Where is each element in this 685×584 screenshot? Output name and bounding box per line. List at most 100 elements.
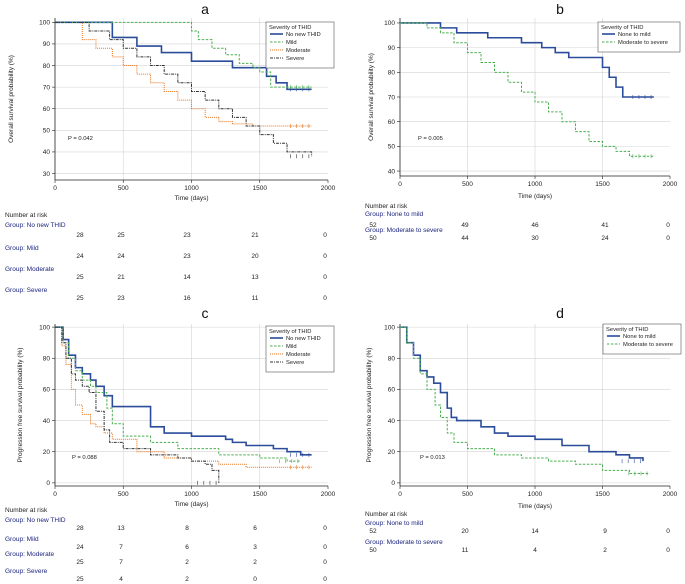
risk-count: 13: [117, 525, 125, 532]
risk-table-title: Number at risk: [5, 212, 48, 219]
risk-count: 24: [76, 544, 84, 551]
x-tick-label: 0: [53, 491, 57, 498]
risk-count: 41: [601, 222, 609, 229]
legend-entry: None to mild: [618, 32, 651, 38]
p-value: P = 0.042: [68, 136, 93, 142]
risk-count: 16: [183, 295, 191, 302]
y-tick-label: 80: [43, 63, 51, 70]
panel-label: c: [202, 305, 209, 321]
legend-entry: Severe: [286, 360, 304, 366]
risk-group-label: Group: Mild: [5, 536, 39, 543]
legend-title: Severity of THID: [601, 25, 643, 31]
p-value: P = 0.005: [418, 136, 443, 142]
risk-group-label: Group: Severe: [5, 287, 48, 294]
risk-count: 7: [119, 544, 123, 551]
y-tick-label: 30: [43, 171, 51, 178]
x-tick-label: 1500: [253, 185, 268, 192]
x-tick-label: 1000: [528, 181, 543, 188]
risk-table-title: Number at risk: [365, 203, 408, 210]
risk-count: 13: [251, 274, 259, 281]
risk-group-label: Group: No new THID: [5, 517, 66, 524]
km-curve-severe: [55, 326, 220, 483]
km-curve-none-to-mild: [400, 326, 644, 462]
y-tick-label: 70: [43, 84, 51, 91]
risk-group-label: Group: Moderate to severe: [365, 227, 443, 234]
risk-count: 2: [603, 547, 607, 554]
risk-count: 49: [461, 222, 469, 229]
y-axis-title: Progression free survival probability (%…: [17, 348, 24, 463]
y-tick-label: 90: [388, 45, 396, 52]
y-tick-label: 100: [39, 20, 50, 27]
risk-count: 24: [117, 253, 125, 260]
x-tick-label: 2000: [663, 491, 678, 498]
y-axis-title: Overall survival probability (%): [8, 55, 15, 143]
risk-count: 28: [76, 232, 84, 239]
risk-count: 25: [76, 559, 84, 566]
x-tick-label: 1000: [184, 491, 199, 498]
risk-group-label: Group: No new THID: [5, 222, 66, 229]
legend-box: [265, 21, 335, 69]
risk-count: 6: [253, 525, 257, 532]
legend-entry: Mild: [286, 344, 297, 350]
panel-label: b: [556, 1, 564, 17]
km-curve-mild: [55, 326, 301, 462]
x-tick-label: 2000: [321, 491, 336, 498]
risk-count: 24: [76, 253, 84, 260]
risk-count: 3: [253, 544, 257, 551]
risk-count: 24: [601, 235, 609, 242]
risk-count: 2: [185, 576, 189, 583]
risk-count: 2: [185, 559, 189, 566]
y-axis-title: Progression free survival probability (%…: [366, 348, 373, 463]
risk-count: 20: [251, 253, 259, 260]
km-curve-moderate: [55, 326, 312, 468]
risk-count: 0: [323, 544, 327, 551]
y-tick-label: 80: [388, 356, 396, 363]
risk-count: 50: [369, 547, 377, 554]
x-tick-label: 500: [462, 181, 473, 188]
risk-count: 6: [185, 544, 189, 551]
risk-group-label: Group: Moderate: [5, 551, 55, 558]
risk-count: 0: [253, 576, 257, 583]
risk-count: 30: [531, 235, 539, 242]
risk-count: 25: [76, 576, 84, 583]
y-tick-label: 0: [391, 480, 395, 487]
risk-count: 28: [76, 525, 84, 532]
x-tick-label: 0: [53, 185, 57, 192]
legend-entry: None to mild: [623, 334, 656, 340]
risk-count: 0: [666, 222, 670, 229]
risk-count: 11: [462, 547, 469, 554]
km-curve-moderate-to-severe: [400, 326, 650, 475]
y-tick-label: 50: [388, 144, 396, 151]
km-curve-no-new-thid: [55, 21, 312, 91]
risk-count: 0: [666, 235, 670, 242]
y-tick-label: 40: [388, 168, 396, 175]
y-tick-label: 80: [43, 356, 51, 363]
risk-group-label: Group: None to mild: [365, 211, 424, 218]
risk-count: 0: [323, 253, 327, 260]
legend-entry: Moderate to severe: [618, 40, 668, 46]
risk-count: 0: [666, 528, 670, 535]
risk-count: 25: [76, 295, 84, 302]
x-tick-label: 2000: [663, 181, 678, 188]
risk-count: 14: [531, 528, 539, 535]
risk-count: 0: [323, 274, 327, 281]
y-tick-label: 60: [43, 387, 51, 394]
x-tick-label: 0: [398, 181, 402, 188]
p-value: P = 0.013: [420, 455, 445, 461]
y-tick-label: 90: [43, 41, 51, 48]
y-tick-label: 20: [388, 449, 396, 456]
risk-count: 25: [117, 232, 125, 239]
risk-count: 8: [185, 525, 189, 532]
y-tick-label: 100: [384, 20, 395, 27]
legend-title: Severity of THID: [269, 329, 311, 335]
legend-entry: Moderate: [286, 352, 311, 358]
x-tick-label: 1500: [595, 491, 610, 498]
risk-count: 25: [76, 274, 84, 281]
risk-count: 4: [533, 547, 537, 554]
panel-label: a: [201, 1, 209, 17]
